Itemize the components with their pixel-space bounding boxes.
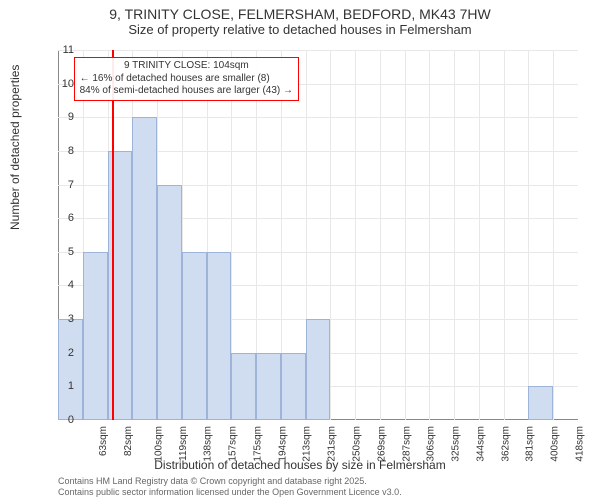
chart-title-line2: Size of property relative to detached ho…	[0, 22, 600, 37]
footer-attribution: Contains HM Land Registry data © Crown c…	[58, 476, 402, 498]
x-tick-label: 82sqm	[123, 426, 134, 456]
y-tick-label: 11	[34, 44, 74, 56]
grid-line-v	[528, 50, 529, 420]
x-tick-label: 344sqm	[475, 426, 486, 462]
y-tick-label: 9	[34, 111, 74, 123]
histogram-bar	[306, 319, 331, 420]
histogram-bar	[528, 386, 553, 420]
histogram-bar	[132, 117, 157, 420]
x-tick-label: 100sqm	[153, 426, 164, 462]
histogram-bar	[58, 319, 83, 420]
grid-line-v	[330, 50, 331, 420]
annotation-line: 9 TRINITY CLOSE: 104sqm	[80, 60, 293, 73]
grid-line-v	[454, 50, 455, 420]
x-tick-label: 231sqm	[327, 426, 338, 462]
x-tick-label: 250sqm	[352, 426, 363, 462]
x-tick-label: 269sqm	[376, 426, 387, 462]
x-tick-label: 119sqm	[178, 426, 189, 461]
y-tick-label: 7	[34, 179, 74, 191]
x-tick-label: 418sqm	[574, 426, 585, 462]
grid-line-v	[405, 50, 406, 420]
histogram-bar	[231, 353, 256, 420]
x-tick-label: 63sqm	[98, 426, 109, 456]
histogram-bar	[182, 252, 207, 420]
histogram-bar	[207, 252, 232, 420]
x-tick-label: 175sqm	[253, 426, 264, 462]
x-tick-label: 325sqm	[451, 426, 462, 462]
grid-line-h	[58, 50, 578, 51]
x-tick-label: 362sqm	[500, 426, 511, 462]
footer-line2: Contains public sector information licen…	[58, 487, 402, 498]
grid-line-v	[355, 50, 356, 420]
chart-title-line1: 9, TRINITY CLOSE, FELMERSHAM, BEDFORD, M…	[0, 0, 600, 22]
y-tick-label: 8	[34, 145, 74, 157]
y-tick-label: 1	[34, 380, 74, 392]
y-tick-label: 10	[34, 78, 74, 90]
histogram-bar	[157, 185, 182, 420]
histogram-bar	[281, 353, 306, 420]
plot-area: 9 TRINITY CLOSE: 104sqm← 16% of detached…	[58, 50, 578, 420]
x-tick-label: 194sqm	[277, 426, 288, 462]
y-tick-label: 5	[34, 246, 74, 258]
annotation-box: 9 TRINITY CLOSE: 104sqm← 16% of detached…	[74, 57, 299, 101]
x-tick-label: 400sqm	[550, 426, 561, 462]
x-tick-label: 287sqm	[401, 426, 412, 462]
marker-line	[112, 50, 114, 420]
grid-line-v	[504, 50, 505, 420]
x-tick-label: 138sqm	[203, 426, 214, 462]
grid-line-v	[380, 50, 381, 420]
y-tick-label: 2	[34, 347, 74, 359]
x-tick-label: 157sqm	[228, 426, 239, 462]
annotation-line: 84% of semi-detached houses are larger (…	[80, 85, 293, 98]
histogram-bar	[83, 252, 108, 420]
y-tick-label: 3	[34, 313, 74, 325]
grid-line-v	[479, 50, 480, 420]
footer-line1: Contains HM Land Registry data © Crown c…	[58, 476, 402, 487]
grid-line-v	[553, 50, 554, 420]
x-tick-label: 306sqm	[426, 426, 437, 462]
histogram-bar	[256, 353, 281, 420]
grid-line-v	[429, 50, 430, 420]
histogram-bar	[108, 151, 133, 420]
x-tick-label: 381sqm	[525, 426, 536, 462]
y-tick-label: 6	[34, 212, 74, 224]
y-axis-label: Number of detached properties	[8, 65, 22, 230]
y-tick-label: 4	[34, 279, 74, 291]
y-tick-label: 0	[34, 414, 74, 426]
annotation-line: ← 16% of detached houses are smaller (8)	[80, 73, 293, 86]
chart-container: 9, TRINITY CLOSE, FELMERSHAM, BEDFORD, M…	[0, 0, 600, 500]
x-tick-label: 213sqm	[302, 426, 313, 462]
